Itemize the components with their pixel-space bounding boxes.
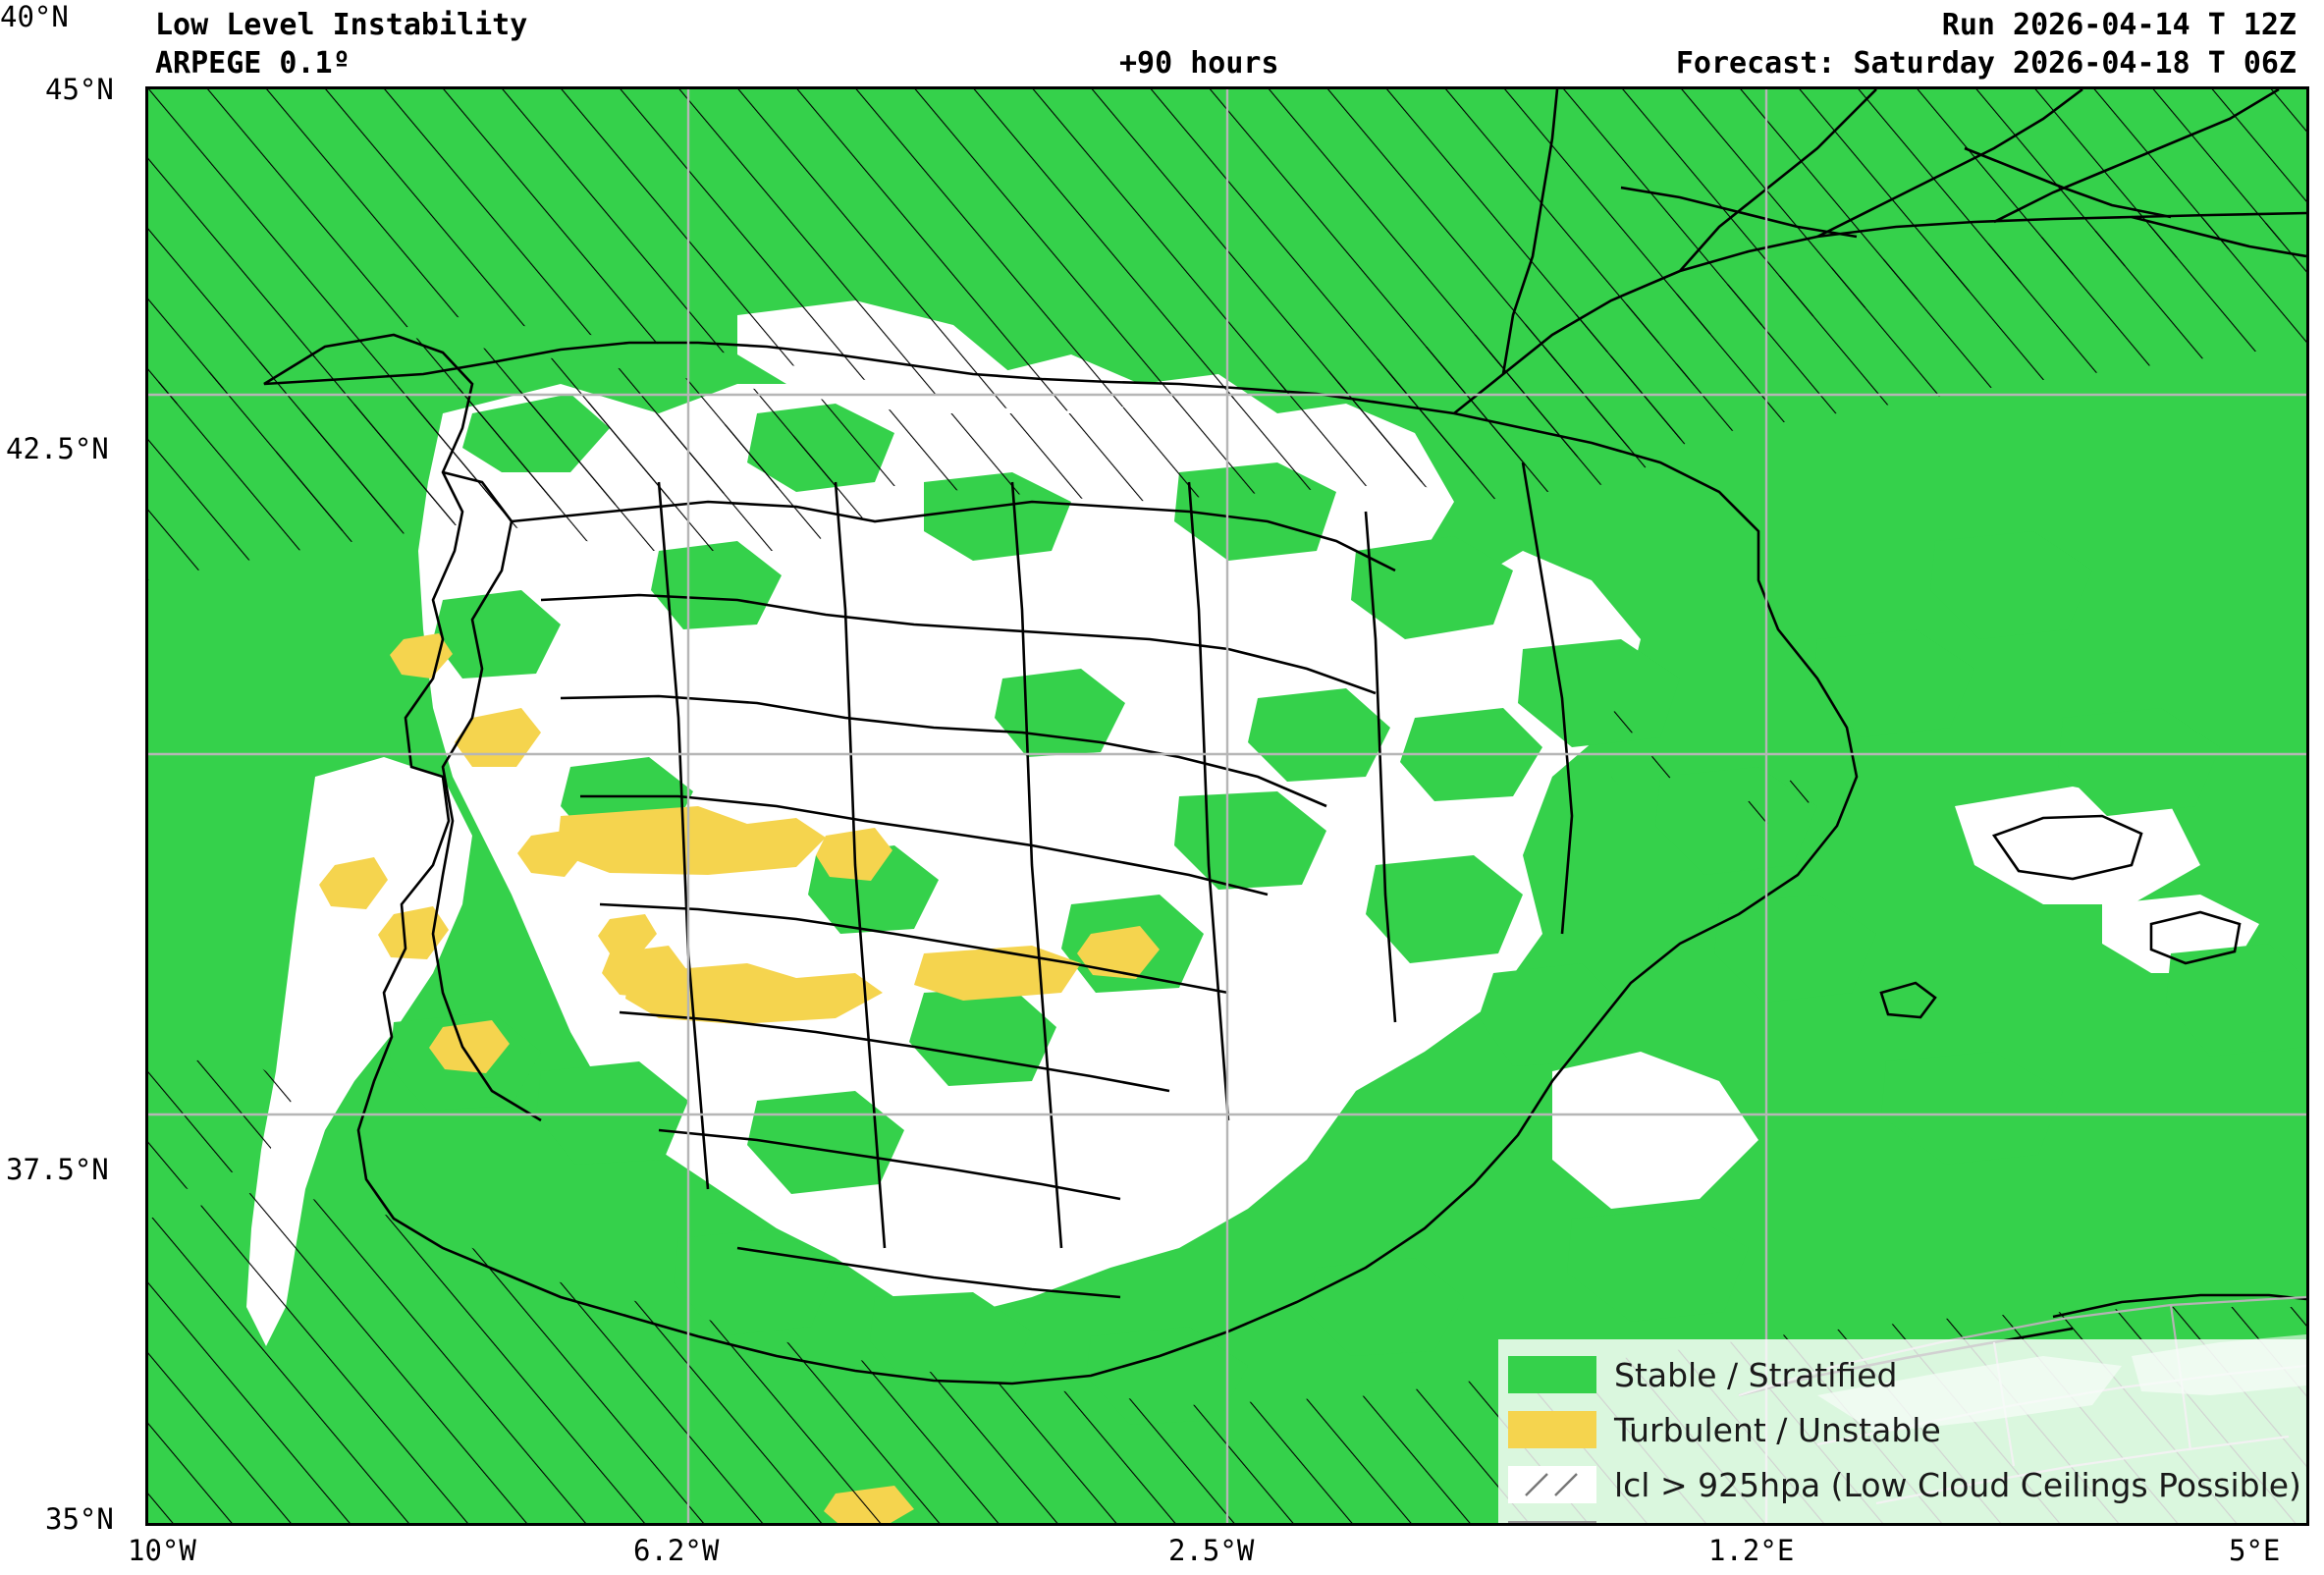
run-timestamp-label: Run 2026-04-14 T 12Z bbox=[1941, 8, 2297, 42]
model-label: ARPEGE 0.1º bbox=[155, 46, 351, 81]
y-tick-40n: 40°N bbox=[0, 0, 69, 33]
legend-swatch-stable bbox=[1508, 1356, 1596, 1393]
map-legend: Stable / Stratified Turbulent / Unstable… bbox=[1498, 1339, 2306, 1524]
legend-swatch-lcl bbox=[1508, 1466, 1596, 1503]
y-tick-35n: 35°N bbox=[45, 1502, 114, 1536]
x-tick-1.2e: 1.2°E bbox=[1708, 1534, 1795, 1567]
legend-swatch-showers bbox=[1508, 1521, 1596, 1523]
legend-label-showers: Heavy Showers Possible bbox=[1614, 1521, 2005, 1524]
map-canvas bbox=[148, 89, 2306, 1523]
map-gridlines bbox=[148, 89, 2306, 1523]
legend-item-stable: Stable / Stratified bbox=[1508, 1347, 2306, 1402]
legend-item-lcl: lcl > 925hpa (Low Cloud Ceilings Possibl… bbox=[1508, 1457, 2306, 1512]
page-title: Low Level Instability bbox=[155, 8, 528, 42]
legend-label-stable: Stable / Stratified bbox=[1614, 1355, 1898, 1394]
y-tick-45n: 45°N bbox=[45, 73, 114, 106]
legend-item-showers: Heavy Showers Possible bbox=[1508, 1512, 2306, 1524]
x-tick-5e: 5°E bbox=[2229, 1534, 2281, 1567]
forecast-map[interactable]: Stable / Stratified Turbulent / Unstable… bbox=[145, 86, 2309, 1526]
forecast-hours-label: +90 hours bbox=[1119, 46, 1279, 81]
legend-label-turbulent: Turbulent / Unstable bbox=[1614, 1410, 1941, 1449]
x-tick-10w: 10°W bbox=[128, 1534, 196, 1567]
legend-label-lcl: lcl > 925hpa (Low Cloud Ceilings Possibl… bbox=[1614, 1465, 2301, 1504]
legend-swatch-turbulent bbox=[1508, 1411, 1596, 1448]
x-tick-6.2w: 6.2°W bbox=[633, 1534, 720, 1567]
y-tick-37.5n: 37.5°N bbox=[6, 1153, 109, 1186]
legend-item-turbulent: Turbulent / Unstable bbox=[1508, 1402, 2306, 1457]
x-tick-2.5w: 2.5°W bbox=[1168, 1534, 1255, 1567]
y-tick-42.5n: 42.5°N bbox=[6, 432, 109, 465]
forecast-valid-label: Forecast: Saturday 2026-04-18 T 06Z bbox=[1675, 46, 2297, 81]
hatch-swatch-icon bbox=[1508, 1466, 1596, 1503]
